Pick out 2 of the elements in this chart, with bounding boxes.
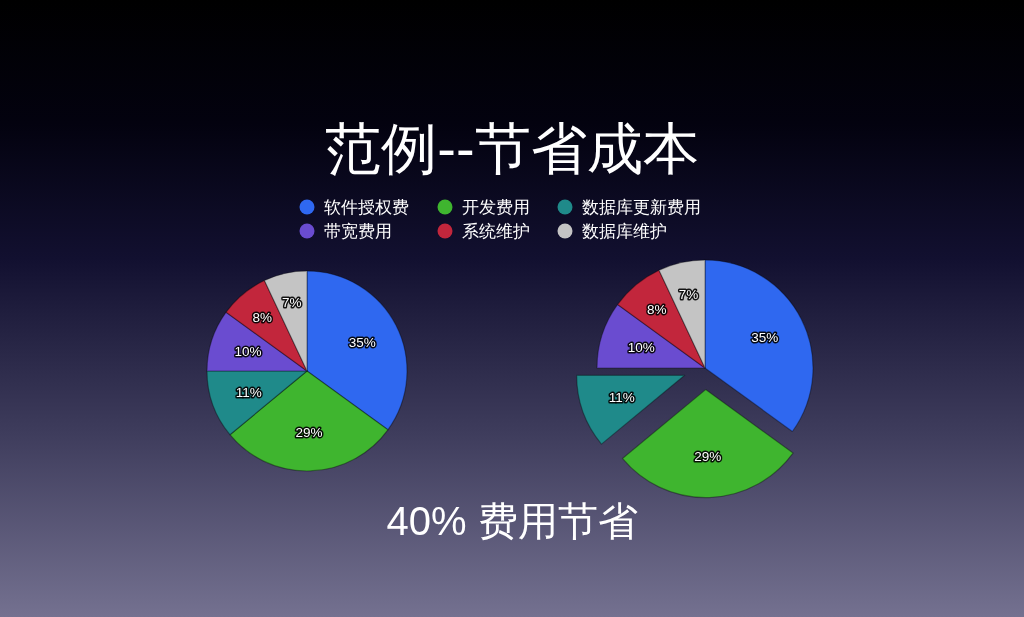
title: 范例--节省成本 bbox=[325, 116, 699, 180]
annotation: 40% 费用节省 bbox=[386, 499, 638, 543]
